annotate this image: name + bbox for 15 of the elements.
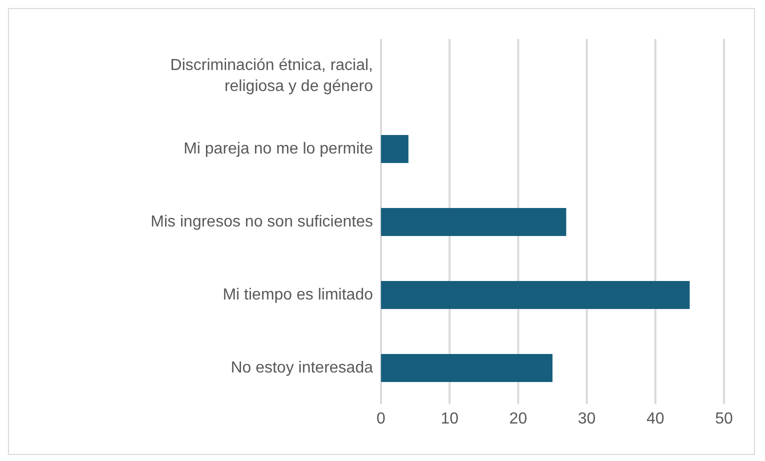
x-tick-label: 0	[376, 410, 386, 428]
x-tick-label: 10	[440, 410, 459, 428]
y-tick-label: Mi pareja no me lo permite	[184, 140, 374, 157]
y-tick-label: No estoy interesada	[230, 359, 374, 376]
bar	[381, 135, 408, 163]
bar	[381, 354, 552, 382]
x-tick-label: 50	[715, 410, 733, 428]
bar	[381, 281, 690, 309]
bar	[381, 208, 566, 236]
x-tick-label: 40	[646, 410, 664, 428]
y-tick-label: Mis ingresos no son suficientes	[150, 213, 373, 230]
x-tick-label: 30	[578, 410, 596, 428]
x-tick-label: 20	[509, 410, 528, 428]
y-tick-label: Mi tiempo es limitado	[222, 286, 374, 303]
y-tick-label: Discriminación étnica, racial, religiosa y de género	[170, 56, 374, 94]
